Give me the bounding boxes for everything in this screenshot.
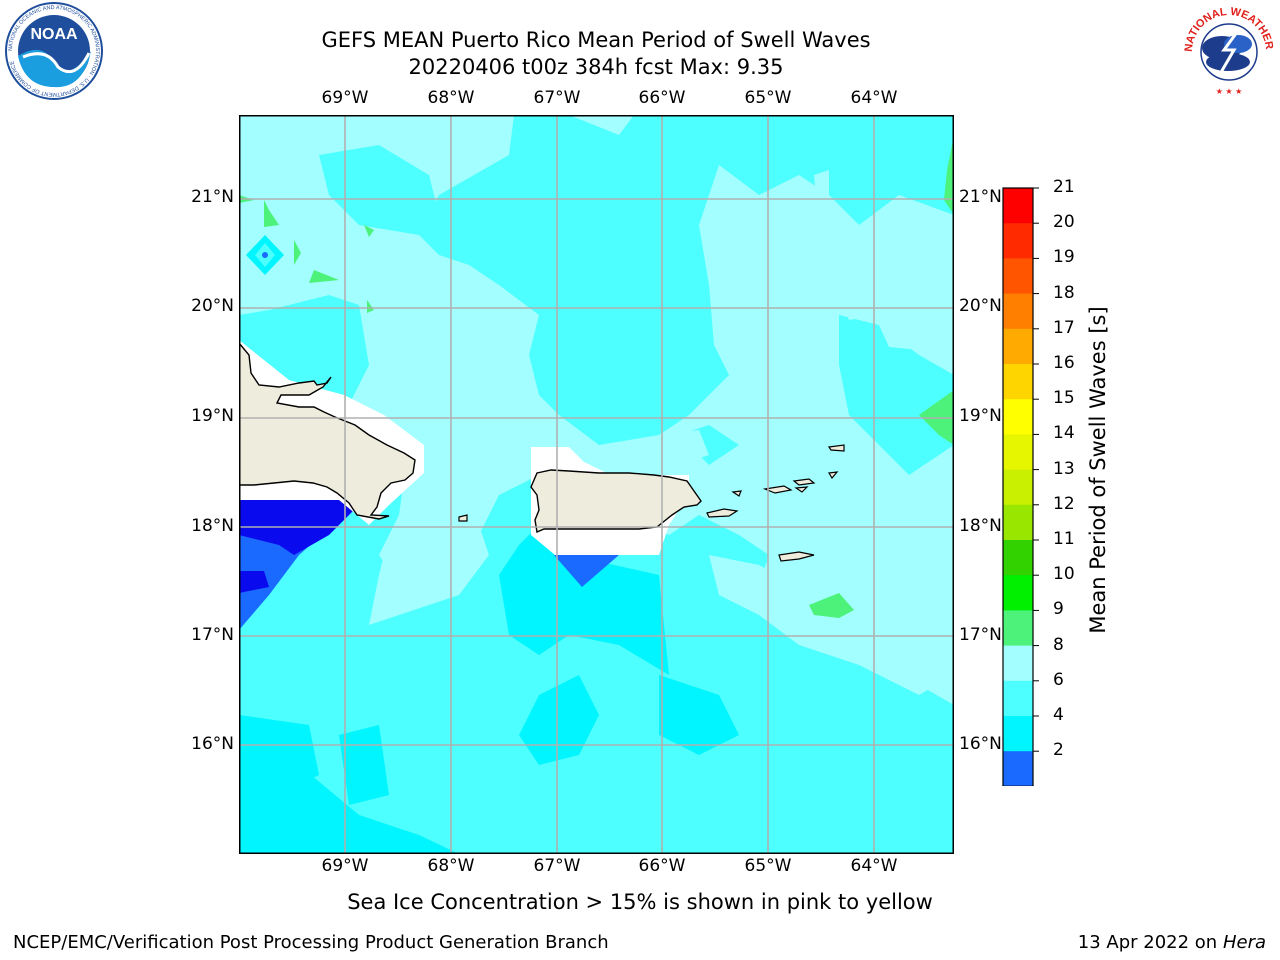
colorbar-segment xyxy=(1003,751,1033,786)
lon-label: 67°W xyxy=(533,88,581,108)
colorbar-segment xyxy=(1003,645,1033,682)
lat-label: 17°N xyxy=(191,625,234,645)
colorbar-tick-label: 17 xyxy=(1053,317,1075,338)
swell-period-8-10-region xyxy=(944,135,954,215)
colorbar-tick-label: 9 xyxy=(1053,599,1064,620)
footer-credit: NCEP/EMC/Verification Post Processing Pr… xyxy=(13,932,609,953)
colorbar-tick-label: 20 xyxy=(1053,212,1075,233)
lon-label: 66°W xyxy=(638,856,686,876)
colorbar-segment xyxy=(1003,469,1033,506)
colorbar-tick-label: 21 xyxy=(1053,177,1075,197)
sea-ice-note: Sea Ice Concentration > 15% is shown in … xyxy=(347,890,933,914)
lon-label: 64°W xyxy=(850,88,898,108)
lat-label: 16°N xyxy=(191,734,234,754)
noaa-logo: NOAA NATIONAL OCEANIC AND ATMOSPHERIC AD… xyxy=(5,2,103,100)
colorbar-tick-label: 16 xyxy=(1053,353,1075,373)
colorbar-segment xyxy=(1003,293,1033,330)
colorbar-segment xyxy=(1003,680,1033,717)
graticule xyxy=(239,115,954,854)
footer-machine: Hera xyxy=(1222,932,1266,953)
colorbar-segment xyxy=(1003,504,1033,541)
colorbar-segment xyxy=(1003,364,1033,400)
colorbar-segment xyxy=(1003,223,1033,259)
lon-label: 65°W xyxy=(744,88,792,108)
lat-label: 17°N xyxy=(959,625,1002,645)
colorbar-tick-label: 2 xyxy=(1053,740,1064,761)
lat-label: 16°N xyxy=(959,734,1002,754)
colorbar-segment xyxy=(1003,328,1033,365)
puerto-rico-land xyxy=(530,469,702,533)
colorbar xyxy=(1001,187,1039,786)
lon-label: 68°W xyxy=(427,856,475,876)
colorbar-tick-label: 11 xyxy=(1053,529,1075,549)
colorbar-tick-label: 6 xyxy=(1053,669,1064,690)
lat-label: 18°N xyxy=(959,516,1002,536)
colorbar-tick-label: 4 xyxy=(1053,705,1064,725)
colorbar-tick-label: 14 xyxy=(1053,423,1075,444)
colorbar-tick-label: 13 xyxy=(1053,458,1075,479)
colorbar-segment xyxy=(1003,610,1033,647)
lat-label: 20°N xyxy=(191,296,234,316)
colorbar-segment xyxy=(1003,434,1033,471)
lon-label: 67°W xyxy=(533,856,581,876)
lat-label: 21°N xyxy=(191,187,234,207)
lon-label: 68°W xyxy=(427,88,475,108)
map-subtitle: 20220406 t00z 384h fcst Max: 9.35 xyxy=(408,55,784,79)
svg-text:★ ★ ★: ★ ★ ★ xyxy=(1216,87,1243,96)
lon-label: 69°W xyxy=(321,856,369,876)
colorbar-segment xyxy=(1003,540,1033,576)
footer-date: 13 Apr 2022 on Hera xyxy=(1077,932,1266,953)
svg-text:NOAA: NOAA xyxy=(30,26,78,43)
colorbar-tick-label: 12 xyxy=(1053,493,1075,514)
swell-period-6-8-region xyxy=(419,115,954,445)
map-panel xyxy=(239,115,954,854)
lon-label: 66°W xyxy=(638,88,686,108)
lat-label: 19°N xyxy=(191,406,234,426)
colorbar-segment xyxy=(1003,399,1033,435)
nws-logo: NATIONAL WEATHER SERVICE ★ ★ ★ xyxy=(1178,0,1275,96)
map-title: GEFS MEAN Puerto Rico Mean Period of Swe… xyxy=(321,28,871,52)
colorbar-tick-label: 8 xyxy=(1053,634,1064,655)
colorbar-tick-label: 19 xyxy=(1053,247,1075,268)
colorbar-label: Mean Period of Swell Waves [s] xyxy=(1086,306,1110,634)
colorbar-segment xyxy=(1003,716,1033,752)
lat-label: 21°N xyxy=(959,187,1002,207)
swell-period-4-6-region xyxy=(239,725,459,854)
lon-label: 69°W xyxy=(321,88,369,108)
colorbar-segment xyxy=(1003,188,1033,224)
colorbar-tick-label: 15 xyxy=(1053,388,1075,409)
colorbar-segment xyxy=(1003,258,1033,295)
lon-label: 65°W xyxy=(744,856,792,876)
lon-label: 64°W xyxy=(850,856,898,876)
hispaniola-land xyxy=(239,341,416,520)
colorbar-tick-label: 18 xyxy=(1053,282,1075,303)
colorbar-segment xyxy=(1003,575,1033,611)
lat-label: 18°N xyxy=(191,516,234,536)
lat-label: 19°N xyxy=(959,406,1002,426)
lat-label: 20°N xyxy=(959,296,1002,316)
colorbar-tick-label: 10 xyxy=(1053,564,1075,585)
